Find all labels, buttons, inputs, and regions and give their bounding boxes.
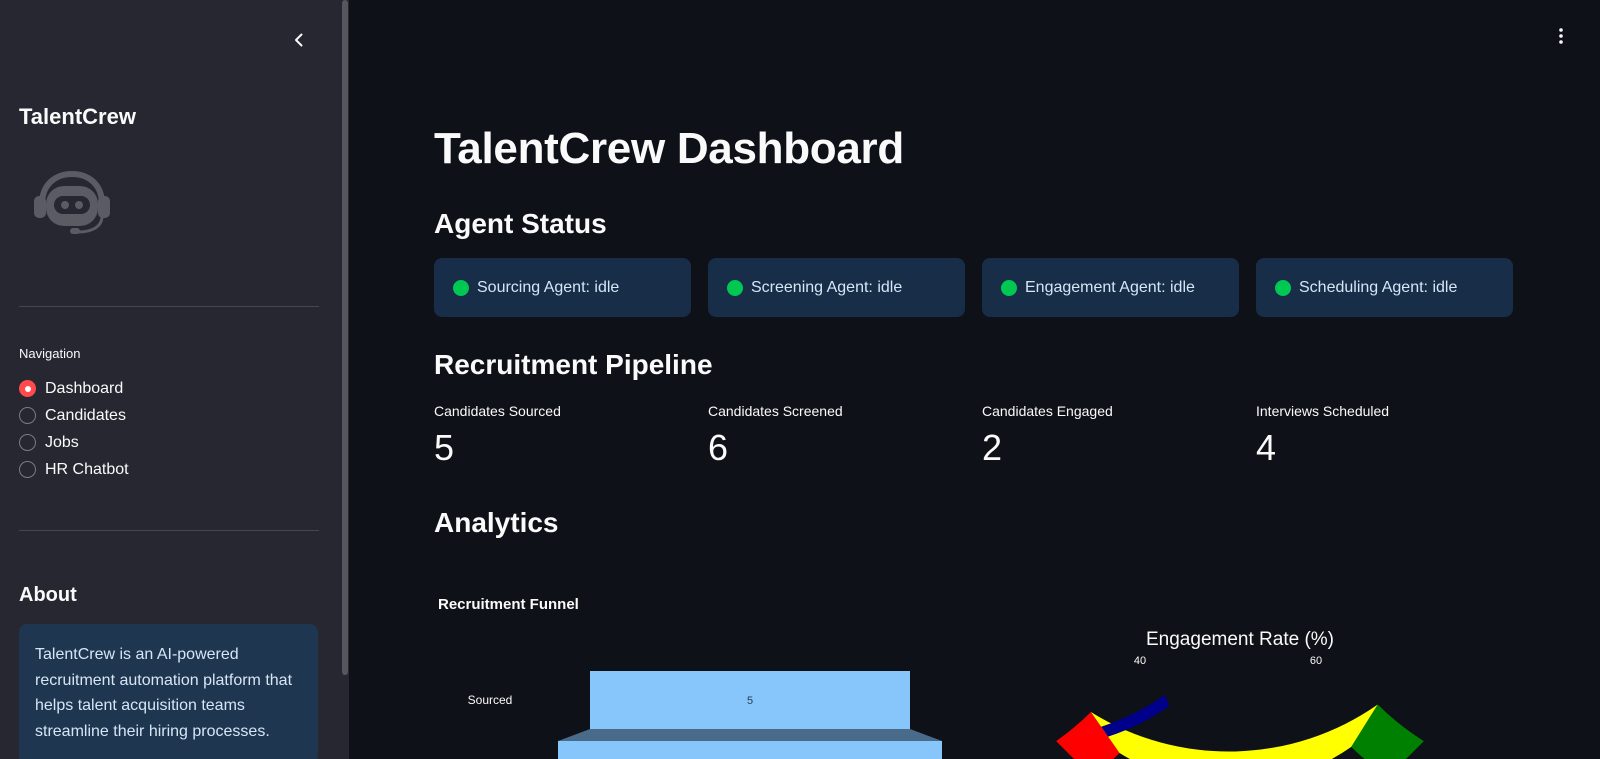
radio-selected[interactable] (19, 380, 36, 397)
gauge-band-high (1351, 704, 1424, 759)
metric-label: Interviews Scheduled (1256, 403, 1390, 419)
chevron-left-icon (295, 33, 303, 47)
radio-unselected[interactable] (19, 461, 36, 478)
metric-candidates-engaged: Candidates Engaged 2 (982, 403, 1242, 469)
nav-radio-group: Dashboard Candidates Jobs HR Chatbot (19, 375, 129, 483)
sidebar-scrollbar[interactable] (342, 0, 348, 675)
sidebar-divider (19, 530, 319, 531)
sidebar: TalentCrew Navigation Dashboard Candidat… (0, 0, 349, 759)
radio-unselected[interactable] (19, 434, 36, 451)
agent-status-heading: Agent Status (434, 208, 607, 239)
agent-card-screening: Screening Agent: idle (708, 258, 965, 317)
nav-item-label: Jobs (45, 433, 79, 451)
pipeline-heading: Recruitment Pipeline (434, 349, 713, 380)
engagement-rate-gauge: Engagement Rate (%)40 60 (1056, 629, 1424, 759)
funnel-category-label: Sourced (468, 693, 513, 707)
metric-value: 4 (1256, 427, 1277, 468)
agent-label: Sourcing Agent: idle (477, 278, 620, 296)
gauge-band-low (1056, 712, 1120, 759)
funnel-value-label: 5 (747, 695, 753, 707)
metric-value: 5 (434, 427, 455, 468)
funnel-bar-next (558, 741, 942, 759)
gauge-title: Engagement Rate (%) (1146, 629, 1334, 650)
nav-item-label: Dashboard (45, 379, 124, 397)
funnel-chart-title: Recruitment Funnel (438, 596, 579, 613)
analytics-heading: Analytics (434, 507, 559, 538)
agent-card-scheduling: Scheduling Agent: idle (1256, 258, 1513, 317)
nav-item-label: Candidates (45, 406, 126, 424)
gauge-value-bar (1101, 694, 1169, 737)
agent-label: Scheduling Agent: idle (1299, 278, 1458, 296)
about-title: About (19, 584, 77, 606)
about-info-box: TalentCrew is an AI-powered recruitment … (19, 624, 318, 759)
metric-value: 6 (708, 427, 729, 468)
nav-item-candidates[interactable]: Candidates (19, 402, 129, 429)
more-options-icon[interactable] (1553, 26, 1569, 46)
nav-item-hr-chatbot[interactable]: HR Chatbot (19, 456, 129, 483)
robot-headset-icon (34, 170, 110, 234)
metric-label: Candidates Sourced (434, 403, 561, 419)
status-dot-icon (1001, 279, 1017, 296)
nav-item-label: HR Chatbot (45, 460, 129, 478)
page-title: TalentCrew Dashboard (434, 124, 904, 173)
nav-title: Navigation (19, 346, 81, 361)
collapse-sidebar-button[interactable] (288, 29, 310, 51)
sidebar-brand: TalentCrew (19, 104, 136, 129)
metric-interviews-scheduled: Interviews Scheduled 4 (1256, 403, 1516, 469)
metric-candidates-sourced: Candidates Sourced 5 (434, 403, 694, 469)
nav-item-dashboard[interactable]: Dashboard (19, 375, 129, 402)
metric-label: Candidates Engaged (982, 403, 1113, 419)
status-dot-icon (453, 279, 469, 296)
funnel-connector (558, 729, 942, 741)
sidebar-divider (19, 306, 319, 307)
funnel-bar (590, 671, 910, 729)
agent-card-sourcing: Sourcing Agent: idle (434, 258, 691, 317)
gauge-band-mid (1090, 704, 1378, 759)
recruitment-funnel-chart: Sourced 5 (468, 671, 942, 759)
nav-item-jobs[interactable]: Jobs (19, 429, 129, 456)
status-dot-icon (727, 279, 743, 296)
agent-label: Engagement Agent: idle (1025, 278, 1195, 296)
status-dot-icon (1275, 279, 1291, 296)
gauge-tick-label: 40 (1134, 655, 1146, 667)
metric-candidates-screened: Candidates Screened 6 (708, 403, 968, 469)
metric-value: 2 (982, 427, 1003, 468)
agent-label: Screening Agent: idle (751, 278, 903, 296)
gauge-tick-label: 60 (1310, 655, 1322, 667)
metric-label: Candidates Screened (708, 403, 843, 419)
agent-card-engagement: Engagement Agent: idle (982, 258, 1239, 317)
radio-unselected[interactable] (19, 407, 36, 424)
